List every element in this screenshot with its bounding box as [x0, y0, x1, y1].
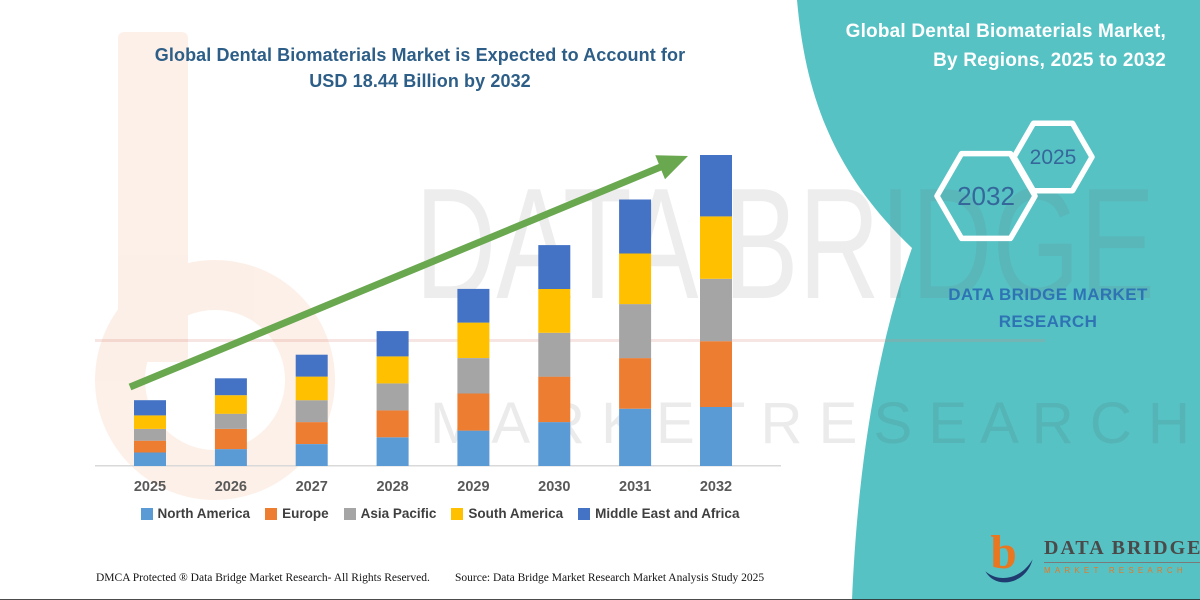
- bar-segment: [214, 449, 247, 466]
- bar-segment: [214, 378, 247, 396]
- bar-segment: [700, 278, 732, 342]
- x-axis-line: [95, 465, 781, 467]
- stacked-bars-layer: [134, 155, 732, 466]
- x-axis-label: 2032: [700, 479, 732, 495]
- bar-segment: [538, 376, 571, 423]
- bar-segment: [457, 358, 490, 394]
- bar-segment: [376, 383, 409, 411]
- bar-segment: [376, 410, 409, 438]
- legend-swatch-asia-pacific: [343, 507, 356, 520]
- side-panel-heading-line1: Global Dental Biomaterials Market,: [845, 21, 1166, 42]
- bar-segment: [619, 358, 652, 409]
- x-axis-label: 2025: [134, 479, 166, 495]
- legend-swatch-south-america: [451, 507, 464, 520]
- x-axis-label: 2029: [457, 479, 489, 495]
- bar-segment: [700, 155, 732, 217]
- dmca-copyright-text: DMCA Protected ® Data Bridge Market Rese…: [96, 572, 430, 584]
- hexagon-badges: [934, 120, 1095, 242]
- legend-item-europe: Europe: [265, 506, 329, 521]
- bar-segment: [134, 415, 166, 429]
- legend-item-middle-east-africa: Middle East and Africa: [578, 506, 739, 521]
- bar-segment: [134, 428, 166, 441]
- legend-label: Middle East and Africa: [595, 506, 740, 521]
- brand-name-text: DATA BRIDGE MARKET RESEARCH: [927, 281, 1169, 335]
- logo-name-text: DATA BRIDGE: [1044, 537, 1200, 563]
- legend-swatch-europe: [265, 507, 278, 520]
- chart-title-line1: Global Dental Biomaterials Market is Exp…: [154, 45, 686, 65]
- hexagon-2032: [934, 150, 1038, 242]
- bar-segment: [295, 400, 328, 423]
- bar-segment: [295, 422, 328, 444]
- bar-segment: [214, 413, 247, 429]
- bar-segment: [619, 304, 652, 359]
- x-axis-label: 2028: [376, 479, 408, 495]
- svg-text:b: b: [990, 527, 1016, 579]
- bar-segment: [214, 395, 247, 414]
- legend-swatch-middle-east-africa: [578, 507, 591, 520]
- bar-segment: [457, 430, 490, 466]
- bar-segment: [538, 245, 571, 289]
- bar-segment: [538, 288, 571, 333]
- bar-segment: [295, 444, 328, 466]
- brand-name-line1: DATA BRIDGE MARKET: [948, 285, 1148, 304]
- x-axis-label: 2027: [296, 479, 328, 495]
- bar-segment: [700, 341, 732, 407]
- legend-item-asia-pacific: Asia Pacific: [343, 506, 437, 521]
- chart-legend: North America Europe Asia Pacific South …: [95, 506, 785, 521]
- legend-item-north-america: North America: [140, 506, 251, 521]
- legend-label: North America: [157, 506, 251, 521]
- bar-segment: [134, 400, 166, 416]
- bar-segment: [376, 331, 409, 357]
- x-axis-label: 2030: [538, 479, 570, 495]
- bar-segment: [619, 253, 652, 305]
- legend-label: Asia Pacific: [360, 506, 437, 521]
- hexagon-2025-label: 2025: [1030, 146, 1077, 169]
- brand-name-line2: RESEARCH: [998, 312, 1098, 331]
- x-axis-label: 2031: [619, 479, 651, 495]
- bar-segment: [295, 354, 328, 377]
- bar-segment: [376, 356, 409, 384]
- x-axis-label: 2026: [215, 479, 247, 495]
- source-text: Source: Data Bridge Market Research Mark…: [455, 572, 765, 584]
- bar-segment: [457, 322, 490, 358]
- logo-tagline-text: MARKET RESEARCH: [1044, 566, 1187, 575]
- x-axis-labels-layer: 2025 2026 2027 2028 2029 2030 2031 2032: [134, 479, 732, 495]
- bar-segment: [619, 408, 652, 466]
- legend-item-south-america: South America: [451, 506, 563, 521]
- bar-segment: [700, 407, 732, 466]
- bottom-border-line: [0, 598, 1200, 600]
- bar-segment: [295, 376, 328, 401]
- bar-segment: [376, 437, 409, 466]
- chart-title: Global Dental Biomaterials Market is Exp…: [88, 42, 752, 94]
- legend-swatch-north-america: [140, 507, 153, 520]
- hexagon-2032-label: 2032: [957, 181, 1015, 211]
- legend-label: Europe: [282, 506, 329, 521]
- bar-segment: [538, 422, 571, 466]
- bar-segment: [457, 393, 490, 431]
- teal-panel-shape: [797, 0, 1200, 600]
- bar-segment: [457, 288, 490, 323]
- bar-segment: [214, 428, 247, 450]
- side-panel-heading: Global Dental Biomaterials Market, By Re…: [746, 17, 1166, 75]
- trend-arrow: [128, 155, 688, 391]
- data-bridge-b-icon: b: [985, 527, 1033, 583]
- legend-label: South America: [468, 506, 564, 521]
- bar-segment: [538, 332, 571, 377]
- bar-segment: [619, 199, 652, 254]
- chart-title-line2: USD 18.44 Billion by 2032: [309, 71, 531, 91]
- data-bridge-logo: b DATA BRIDGE MARKET RESEARCH: [982, 527, 1200, 585]
- bar-segment: [700, 216, 732, 279]
- bar-segment: [134, 440, 166, 453]
- side-panel-heading-line2: By Regions, 2025 to 2032: [933, 50, 1166, 71]
- bar-segment: [134, 452, 166, 466]
